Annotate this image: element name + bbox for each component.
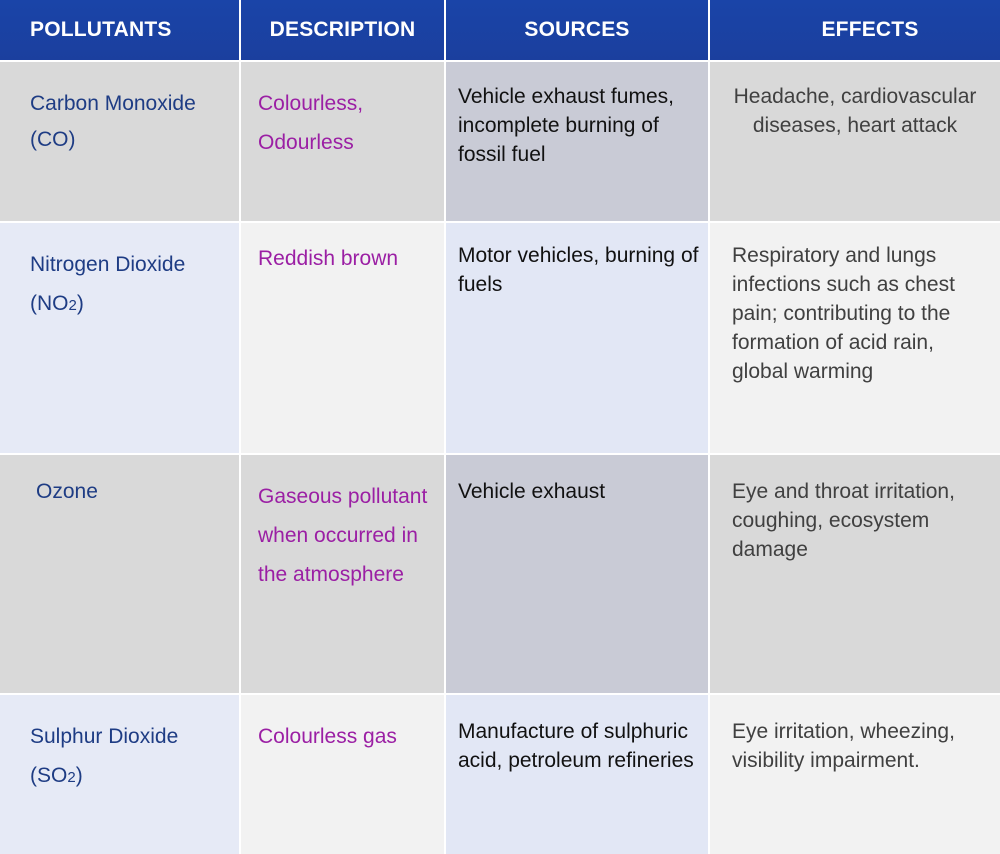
- pollutant-cell: Nitrogen Dioxide (NO2): [0, 221, 241, 454]
- formula-subscript: 2: [68, 297, 77, 314]
- sources-cell: Vehicle exhaust: [445, 453, 710, 694]
- description-cell: Colourless, Odourless: [240, 60, 446, 222]
- table-row: Nitrogen Dioxide (NO2) Reddish brown Mot…: [0, 221, 1000, 454]
- pollutant-name: Carbon Monoxide: [30, 92, 196, 115]
- table-row: Sulphur Dioxide (SO2) Colourless gas Man…: [0, 693, 1000, 854]
- description-cell: Reddish brown: [240, 221, 446, 454]
- sources-cell: Motor vehicles, burning of fuels: [445, 221, 710, 454]
- effects-cell: Headache, cardiovascular diseases, heart…: [709, 60, 1000, 222]
- pollutant-name: Nitrogen Dioxide: [30, 253, 186, 276]
- header-description: DESCRIPTION: [240, 0, 446, 61]
- pollutant-cell: Ozone: [0, 453, 241, 694]
- effects-cell: Respiratory and lungs infections such as…: [709, 221, 1000, 454]
- pollutant-formula: (CO): [30, 128, 76, 151]
- sources-cell: Manufacture of sulphuric acid, petroleum…: [445, 693, 710, 854]
- pollutant-formula: (SO2): [30, 764, 83, 787]
- effects-cell: Eye irritation, wheezing, visibility imp…: [709, 693, 1000, 854]
- header-pollutants: POLLUTANTS: [0, 0, 241, 61]
- table-row: Carbon Monoxide (CO) Colourless, Odourle…: [0, 60, 1000, 222]
- description-cell: Colourless gas: [240, 693, 446, 854]
- header-effects: EFFECTS: [709, 0, 1000, 61]
- description-cell: Gaseous pollutant when occurred in the a…: [240, 453, 446, 694]
- header-row: POLLUTANTS DESCRIPTION SOURCES EFFECTS: [0, 0, 1000, 61]
- pollutant-cell: Carbon Monoxide (CO): [0, 60, 241, 222]
- table-row: Ozone Gaseous pollutant when occurred in…: [0, 453, 1000, 694]
- sources-cell: Vehicle exhaust fumes, incomplete burnin…: [445, 60, 710, 222]
- formula-subscript: 2: [67, 769, 76, 786]
- pollutant-cell: Sulphur Dioxide (SO2): [0, 693, 241, 854]
- pollutant-name: Sulphur Dioxide: [30, 725, 179, 748]
- header-sources: SOURCES: [445, 0, 710, 61]
- effects-cell: Eye and throat irritation, coughing, eco…: [709, 453, 1000, 694]
- pollutant-formula: (NO2): [30, 292, 84, 315]
- pollutant-name: Ozone: [36, 480, 98, 503]
